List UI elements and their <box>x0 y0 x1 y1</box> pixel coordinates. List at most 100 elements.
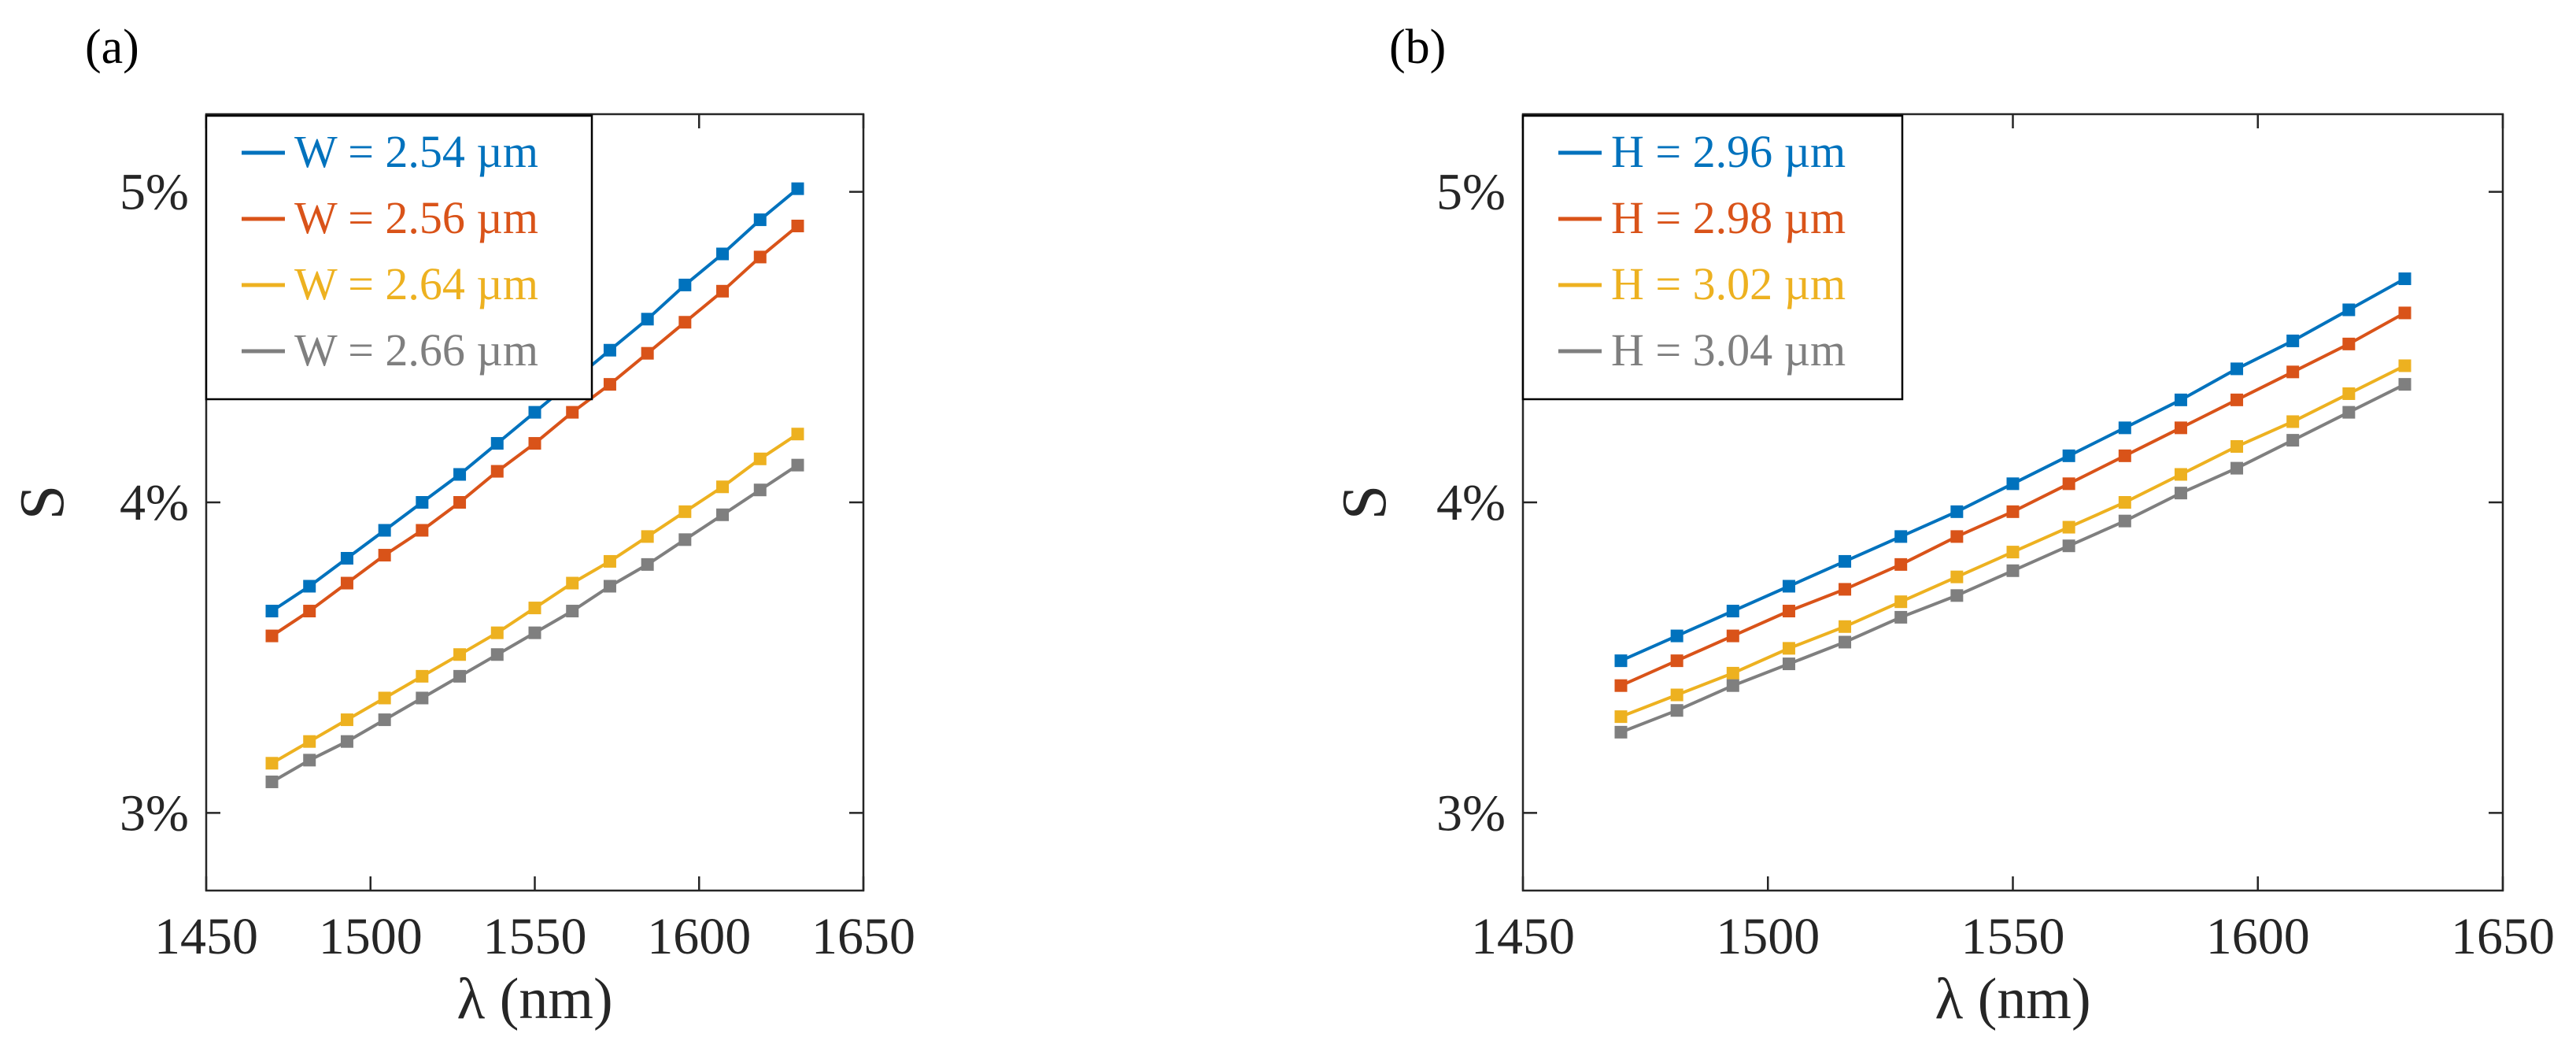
series-2 <box>1614 306 2412 692</box>
data-point <box>340 576 353 590</box>
data-point <box>416 691 429 705</box>
legend: W = 2.54 µm W = 2.56 µm W = 2.64 µm W = 2.6… <box>205 114 593 401</box>
data-point <box>1670 688 1683 702</box>
data-point <box>641 557 654 571</box>
y-tick-label: 4% <box>1436 474 1506 532</box>
y-tick-label: 3% <box>1436 784 1506 842</box>
data-point <box>416 524 429 537</box>
data-point <box>1950 589 1964 602</box>
data-point <box>1614 710 1628 724</box>
data-point <box>1782 657 1795 671</box>
data-point <box>716 480 730 494</box>
data-point <box>1839 583 1852 596</box>
data-point <box>1839 620 1852 633</box>
data-point <box>490 626 504 639</box>
data-point <box>340 735 353 748</box>
legend-label: W = 2.64 µm <box>294 258 538 309</box>
data-point <box>303 735 316 748</box>
data-point <box>303 754 316 767</box>
x-axis-label: λ (nm) <box>456 967 612 1032</box>
x-tick-label: 1500 <box>319 908 423 965</box>
data-point <box>753 483 767 497</box>
data-point <box>453 496 467 509</box>
data-point <box>2286 415 2300 428</box>
data-point <box>2174 421 2187 435</box>
data-point <box>1614 654 1628 668</box>
data-point <box>716 284 730 298</box>
data-point <box>641 530 654 543</box>
data-point <box>453 648 467 661</box>
data-point <box>490 648 504 661</box>
data-point <box>791 458 804 472</box>
y-axis-label: S <box>1330 485 1399 520</box>
data-point <box>1726 679 1739 692</box>
data-point <box>1670 654 1683 668</box>
data-point <box>678 505 692 518</box>
data-point <box>2062 477 2075 491</box>
data-point <box>716 247 730 261</box>
data-point <box>2118 449 2131 462</box>
legend-label: H = 3.02 µm <box>1611 258 1846 309</box>
data-point <box>303 605 316 618</box>
data-point <box>678 533 692 546</box>
y-tick-label: 5% <box>1436 164 1506 221</box>
data-point <box>1614 725 1628 739</box>
series-3 <box>265 428 804 770</box>
data-point <box>566 576 579 590</box>
panel-a: (a) 1450 1500 1550 1600 1650 3% 4% 5% λ (nm) S W = … <box>8 20 915 1032</box>
data-point <box>340 551 353 565</box>
data-point <box>641 346 654 360</box>
data-point <box>678 278 692 291</box>
data-point <box>1782 605 1795 618</box>
data-point <box>2398 272 2412 286</box>
data-point <box>1839 554 1852 568</box>
data-point <box>1782 580 1795 593</box>
data-point <box>1894 530 1908 543</box>
x-tick-label: 1550 <box>1961 908 2065 965</box>
x-tick-label: 1600 <box>2206 908 2310 965</box>
data-point <box>641 313 654 326</box>
data-point <box>2398 306 2412 320</box>
data-point <box>2342 387 2356 400</box>
data-point <box>265 629 279 643</box>
x-tick-label: 1650 <box>811 908 915 965</box>
series-2 <box>265 219 804 643</box>
data-point <box>791 182 804 195</box>
data-point <box>490 465 504 478</box>
data-point <box>2006 505 2020 518</box>
data-point <box>1839 635 1852 649</box>
data-point <box>791 219 804 232</box>
x-axis-label: λ (nm) <box>1935 967 2090 1032</box>
data-point <box>378 691 391 705</box>
legend-label: H = 3.04 µm <box>1611 324 1846 376</box>
series-4 <box>265 458 804 788</box>
panel-label: (a) <box>85 20 139 74</box>
data-point <box>1894 557 1908 571</box>
data-point <box>1950 530 1964 543</box>
legend-label: W = 2.66 µm <box>294 324 538 376</box>
data-point <box>528 626 541 639</box>
series-1 <box>1614 272 2412 668</box>
data-point <box>2286 365 2300 379</box>
legend-label: H = 2.96 µm <box>1611 126 1846 177</box>
y-tick-label: 4% <box>120 474 189 532</box>
data-point <box>1614 679 1628 692</box>
data-point <box>2006 477 2020 491</box>
data-point <box>1670 704 1683 717</box>
data-point <box>416 669 429 683</box>
x-tick-label: 1450 <box>154 908 258 965</box>
series-3 <box>1614 359 2412 724</box>
data-point <box>678 316 692 329</box>
data-point <box>2398 378 2412 391</box>
data-point <box>2342 303 2356 317</box>
legend-label: H = 2.98 µm <box>1611 192 1846 243</box>
data-point <box>2118 496 2131 509</box>
data-point <box>1726 629 1739 643</box>
panel-label: (b) <box>1389 20 1446 74</box>
x-tick-label: 1450 <box>1471 908 1575 965</box>
data-point <box>378 713 391 727</box>
data-point <box>2342 337 2356 350</box>
data-point <box>2174 468 2187 481</box>
x-tick-label: 1650 <box>2451 908 2555 965</box>
data-point <box>490 437 504 450</box>
